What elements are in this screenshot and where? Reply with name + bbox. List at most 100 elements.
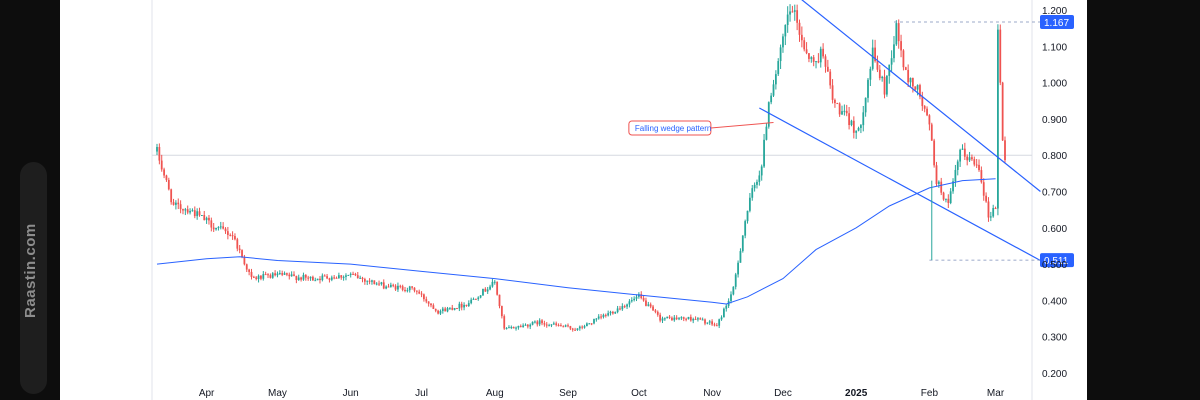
candle-body-71 bbox=[323, 275, 326, 277]
candle-body-308 bbox=[883, 76, 886, 95]
candle-body-121 bbox=[441, 308, 444, 312]
candle-body-282 bbox=[822, 48, 825, 57]
annotation-box bbox=[628, 120, 712, 136]
candle-body-109 bbox=[413, 287, 416, 291]
candle-body-60 bbox=[297, 277, 300, 280]
price-badge-text-0.511: 0.511 bbox=[1044, 256, 1069, 267]
candle-body-303 bbox=[871, 47, 874, 69]
candle-body-249 bbox=[744, 221, 747, 236]
candle-body-301 bbox=[867, 79, 869, 98]
candle-body-188 bbox=[600, 316, 602, 318]
watermark-pill bbox=[20, 162, 47, 394]
candle-body-352 bbox=[987, 201, 990, 218]
candle-body-284 bbox=[826, 66, 829, 72]
candle-body-75 bbox=[333, 277, 336, 279]
price-badge-0.511 bbox=[1040, 253, 1074, 268]
candle-body-41 bbox=[252, 276, 255, 278]
candle-body-207 bbox=[645, 300, 647, 306]
candle-body-337 bbox=[952, 181, 954, 192]
candle-body-273 bbox=[800, 34, 803, 41]
x-tick-label: Feb bbox=[921, 388, 939, 399]
candle-body-72 bbox=[326, 276, 328, 279]
candle-body-290 bbox=[841, 111, 843, 115]
candle-body-178 bbox=[576, 328, 579, 330]
candle-body-346 bbox=[973, 159, 976, 165]
candle-body-5 bbox=[167, 179, 170, 190]
y-tick-label: 1.100 bbox=[1042, 42, 1067, 53]
candle-body-296 bbox=[855, 130, 858, 133]
candle-body-311 bbox=[890, 58, 893, 65]
candle-body-80 bbox=[345, 275, 347, 277]
candle-body-230 bbox=[699, 318, 702, 320]
x-tick-label: 2025 bbox=[845, 388, 868, 399]
candle-body-191 bbox=[607, 313, 610, 316]
candle-body-334 bbox=[945, 198, 947, 200]
y-tick-label: 0.500 bbox=[1042, 260, 1067, 271]
candle-body-187 bbox=[597, 316, 600, 319]
candle-body-305 bbox=[876, 61, 879, 70]
candle-body-317 bbox=[904, 67, 907, 70]
candle-body-306 bbox=[878, 69, 881, 79]
price-badge-text-1.167: 1.167 bbox=[1044, 18, 1069, 29]
candle-body-238 bbox=[718, 319, 721, 326]
candle-body-115 bbox=[427, 301, 430, 304]
candle-body-102 bbox=[397, 285, 399, 290]
candle-body-86 bbox=[359, 277, 362, 279]
candle-body-297 bbox=[857, 127, 860, 131]
candle-body-51 bbox=[276, 273, 279, 276]
candle-body-326 bbox=[926, 108, 928, 116]
candle-body-168 bbox=[552, 323, 555, 325]
price-chart[interactable]: 1.167 0.511 Falling wedge pattern 0.200 0.30… bbox=[60, 0, 1087, 400]
candle-body-106 bbox=[406, 290, 409, 292]
candle-body-150 bbox=[510, 326, 513, 328]
candle-body-281 bbox=[819, 48, 822, 63]
candle-body-234 bbox=[708, 321, 711, 323]
candle-body-315 bbox=[900, 41, 902, 51]
candle-body-291 bbox=[843, 110, 846, 112]
x-tick-label: Mar bbox=[987, 388, 1005, 399]
candle-body-348 bbox=[978, 164, 980, 171]
candle-body-169 bbox=[555, 323, 558, 326]
candle-body-245 bbox=[734, 274, 737, 287]
candle-body-294 bbox=[850, 120, 853, 126]
candle-body-205 bbox=[640, 294, 643, 299]
candle-body-288 bbox=[836, 103, 839, 105]
candle-body-157 bbox=[526, 324, 529, 327]
candle-body-50 bbox=[274, 273, 277, 276]
candle-body-175 bbox=[569, 326, 572, 329]
candle-body-74 bbox=[330, 277, 333, 280]
candle-body-44 bbox=[260, 275, 262, 279]
candle-body-56 bbox=[288, 274, 291, 277]
candle-body-78 bbox=[340, 275, 343, 278]
candle-body-279 bbox=[815, 61, 817, 63]
candle-body-6 bbox=[170, 189, 173, 203]
y-tick-label: 0.800 bbox=[1042, 151, 1067, 162]
candle-body-8 bbox=[174, 202, 177, 205]
candle-body-355 bbox=[994, 208, 997, 210]
trendline-upper bbox=[801, 0, 1041, 192]
candle-body-144 bbox=[496, 281, 499, 295]
candle-body-255 bbox=[758, 175, 761, 182]
candle-body-170 bbox=[557, 325, 560, 327]
candle-body-14 bbox=[189, 211, 191, 213]
candle-body-143 bbox=[493, 281, 496, 283]
candle-body-318 bbox=[907, 69, 910, 83]
candle-body-155 bbox=[522, 325, 525, 328]
candle-body-53 bbox=[281, 273, 284, 275]
candle-body-235 bbox=[711, 321, 713, 325]
chart-frame: 1.167 0.511 Falling wedge pattern 0.200 0.30… bbox=[60, 0, 1087, 400]
candle-body-55 bbox=[286, 273, 288, 275]
candle-body-286 bbox=[831, 85, 834, 100]
candle-body-27 bbox=[219, 226, 222, 228]
candle-body-324 bbox=[921, 96, 924, 107]
candle-body-9 bbox=[177, 202, 180, 205]
candle-body-327 bbox=[928, 115, 931, 125]
candle-body-137 bbox=[479, 295, 482, 298]
candle-body-180 bbox=[581, 326, 584, 328]
candle-body-283 bbox=[824, 56, 827, 67]
x-tick-label: Dec bbox=[774, 388, 792, 399]
candle-body-100 bbox=[392, 284, 395, 286]
candle-body-98 bbox=[387, 286, 390, 288]
candle-body-293 bbox=[848, 113, 851, 126]
candle-body-325 bbox=[923, 106, 926, 109]
